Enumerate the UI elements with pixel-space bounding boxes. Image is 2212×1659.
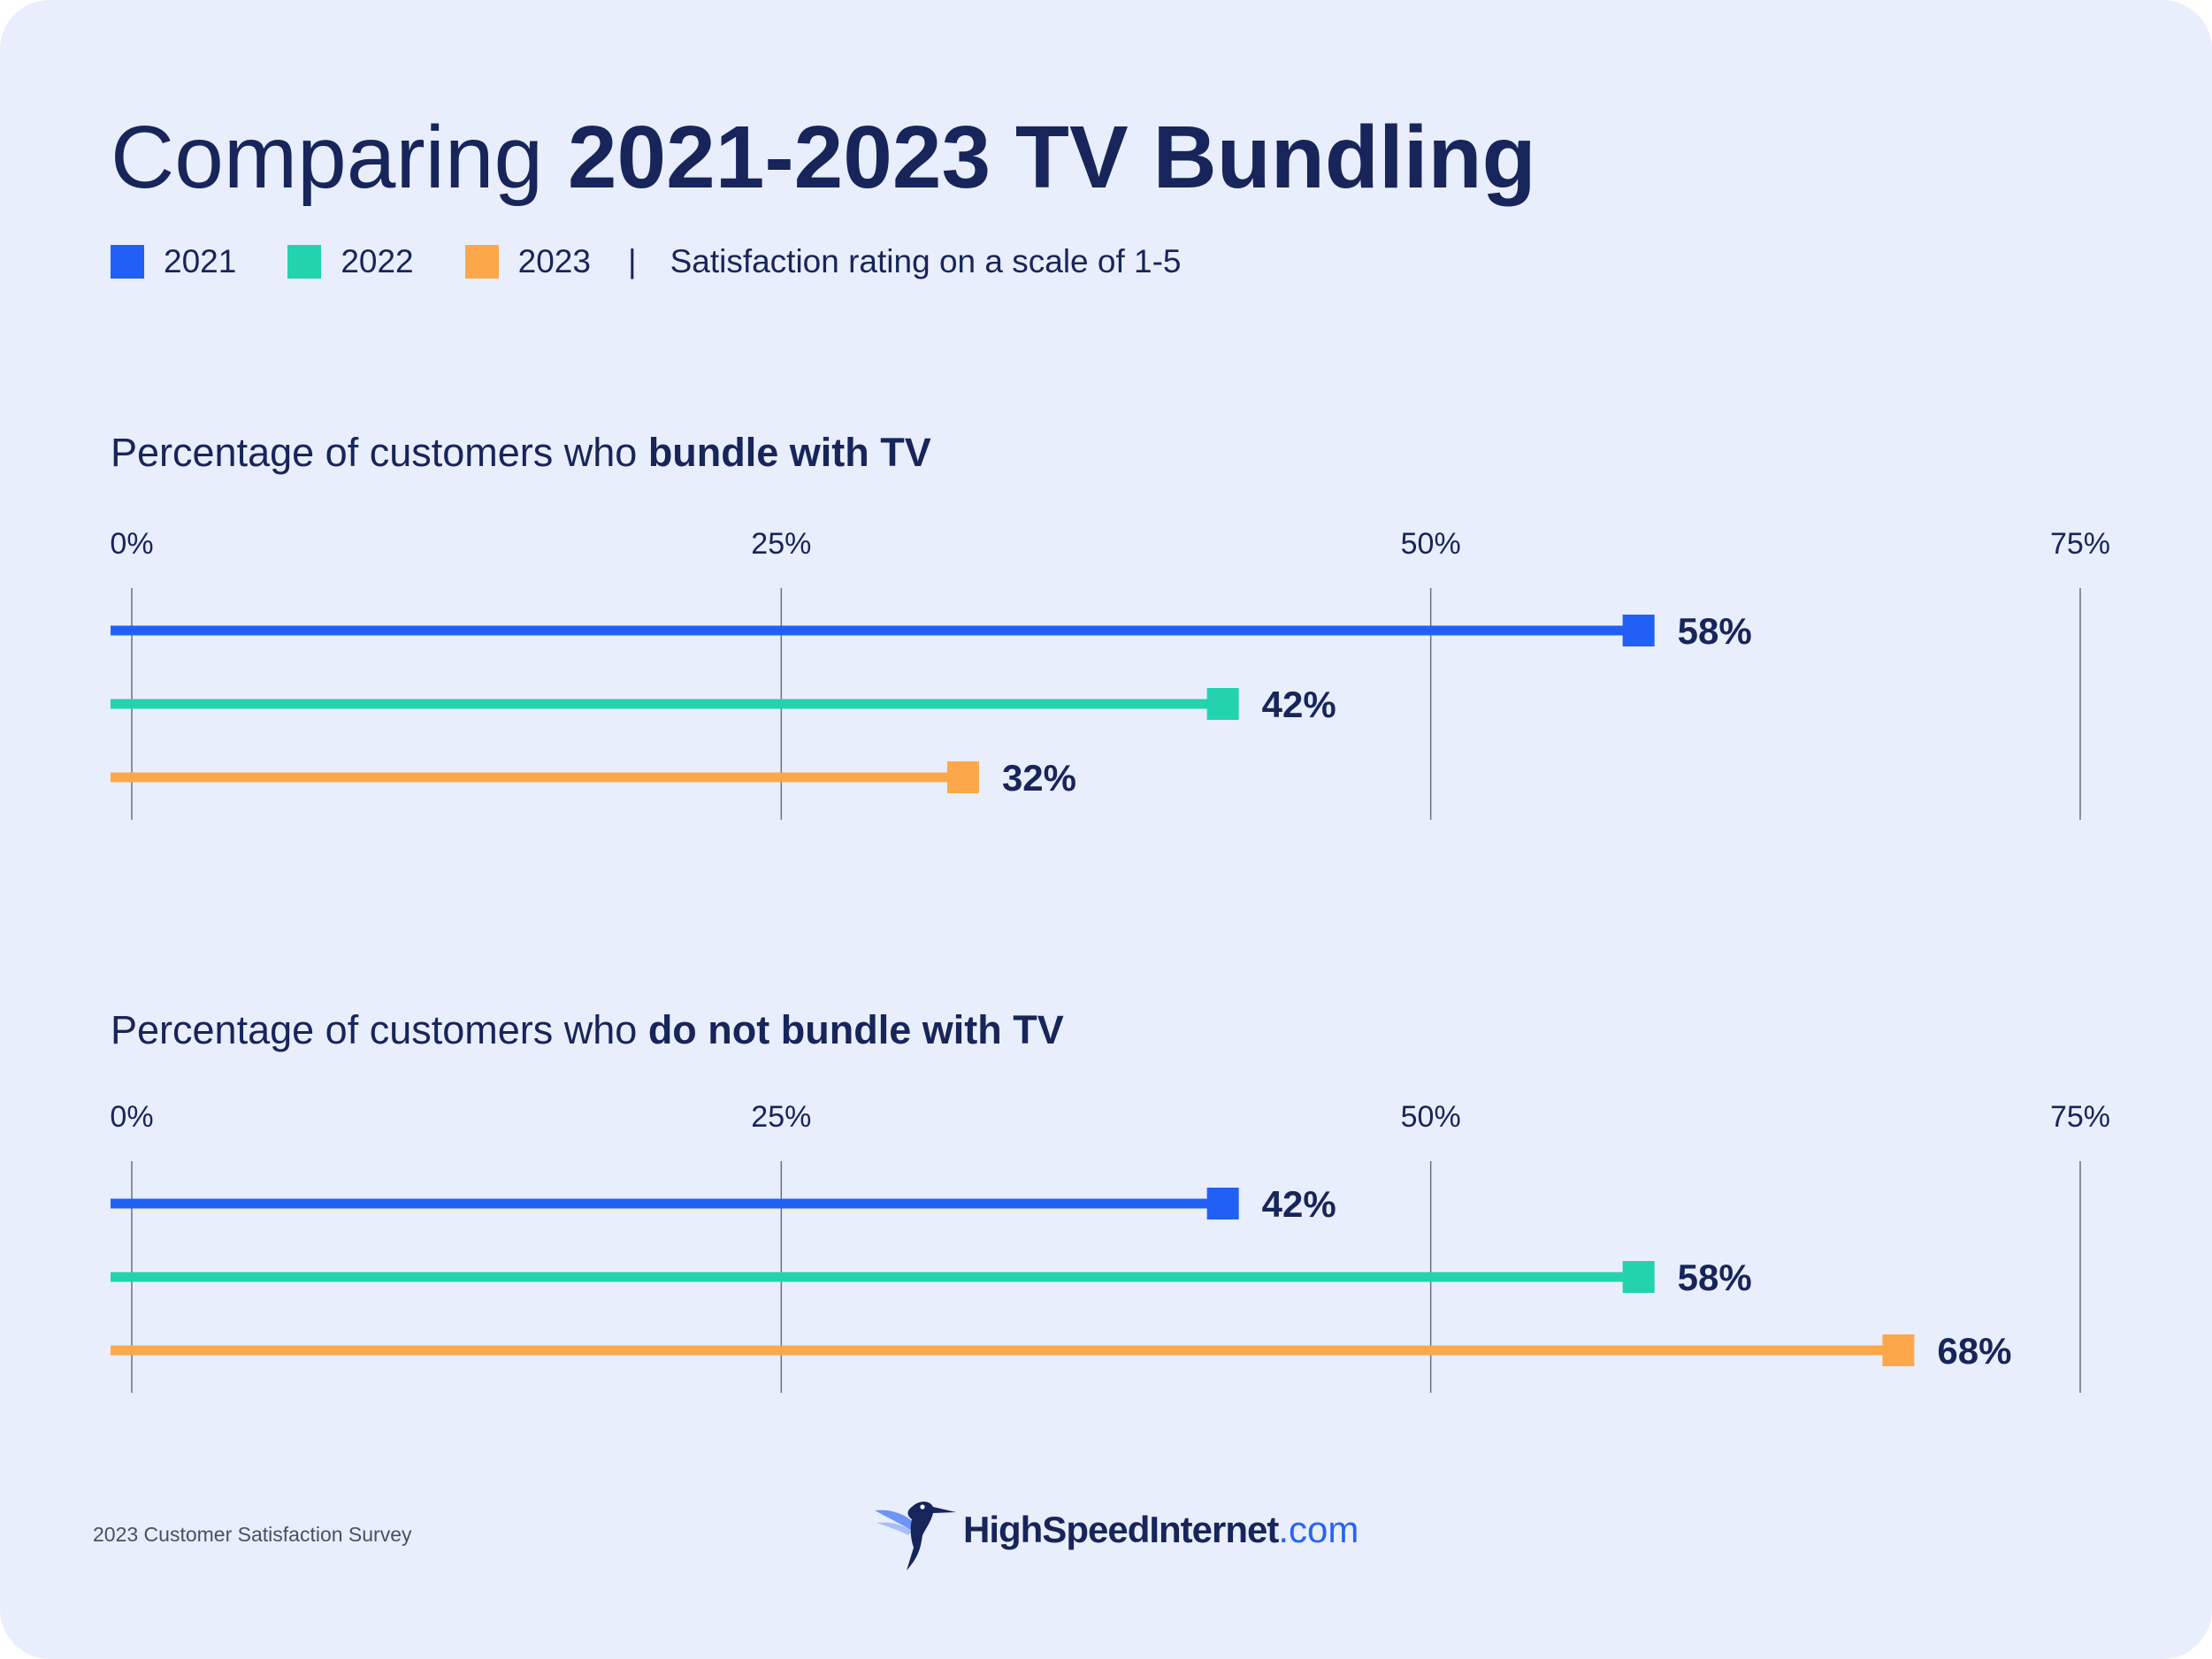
logo-main: HighSpeedInternet (963, 1509, 1279, 1550)
value-label-2021: 58% (1678, 610, 1752, 652)
page-title: Comparing 2021-2023 TV Bundling (111, 104, 1536, 210)
chart-do-not-bundle-with-tv: 0% 25% 50% 75% 42% 58% 68% (110, 1100, 2110, 1393)
section-title-bold: do not bundle with TV (647, 1007, 1064, 1052)
bar-marker-2023 (1882, 1334, 1915, 1366)
bar-marker-2022 (1206, 688, 1239, 720)
tick-label: 50% (1401, 527, 1461, 561)
tick-label: 0% (110, 527, 153, 561)
footer-note: 2023 Customer Satisfaction Survey (93, 1523, 412, 1546)
legend-item-2021: 2021 (111, 243, 236, 280)
value-label-2023: 32% (1002, 757, 1076, 799)
legend-label-2023: 2023 (517, 243, 591, 279)
title-bold: 2021-2023 TV Bundling (567, 108, 1536, 207)
logo-text: HighSpeedInternet.com (963, 1509, 1359, 1551)
tick-label: 25% (751, 527, 811, 561)
hummingbird-icon (875, 1502, 956, 1571)
legend-swatch-2021 (111, 245, 144, 279)
chart-bundle-with-tv: 0% 25% 50% 75% 58% 42% 32% (110, 527, 2110, 820)
legend-label-2021: 2021 (164, 243, 237, 279)
bar-marker-2021 (1622, 615, 1655, 646)
tick-label: 75% (2050, 527, 2110, 561)
title-prefix: Comparing (111, 108, 568, 207)
legend-item-2023: 2023 (464, 243, 591, 280)
value-label-2023: 68% (1937, 1330, 2011, 1372)
value-label-2022: 58% (1678, 1257, 1752, 1298)
tick-label: 0% (110, 1100, 153, 1134)
value-label-2022: 42% (1262, 684, 1336, 725)
logo-suffix: .com (1278, 1509, 1359, 1550)
legend-separator: | (627, 243, 637, 279)
section-title-no-bundle: Percentage of customers who do not bundl… (111, 1005, 1064, 1055)
section-title-prefix: Percentage of customers who (111, 1007, 648, 1052)
legend: 2021 2022 2023 | Satisfaction rating on … (111, 241, 1182, 282)
legend-item-2022: 2022 (287, 243, 414, 280)
tick-label: 75% (2050, 1100, 2110, 1134)
section-title-prefix: Percentage of customers who (111, 430, 648, 475)
legend-label-2022: 2022 (341, 243, 414, 279)
section-title-bundle: Percentage of customers who bundle with … (111, 428, 931, 478)
value-label-2021: 42% (1262, 1183, 1336, 1225)
legend-note: Satisfaction rating on a scale of 1-5 (670, 243, 1182, 279)
tick-label: 50% (1401, 1100, 1461, 1134)
bar-marker-2023 (946, 761, 979, 793)
tick-label: 25% (751, 1100, 811, 1134)
legend-swatch-2022 (287, 245, 322, 279)
legend-swatch-2023 (464, 245, 499, 279)
bar-marker-2021 (1206, 1188, 1239, 1219)
site-logo[interactable]: HighSpeedInternet.com (871, 1486, 1359, 1574)
bar-marker-2022 (1622, 1261, 1655, 1293)
section-title-bold: bundle with TV (647, 430, 931, 475)
